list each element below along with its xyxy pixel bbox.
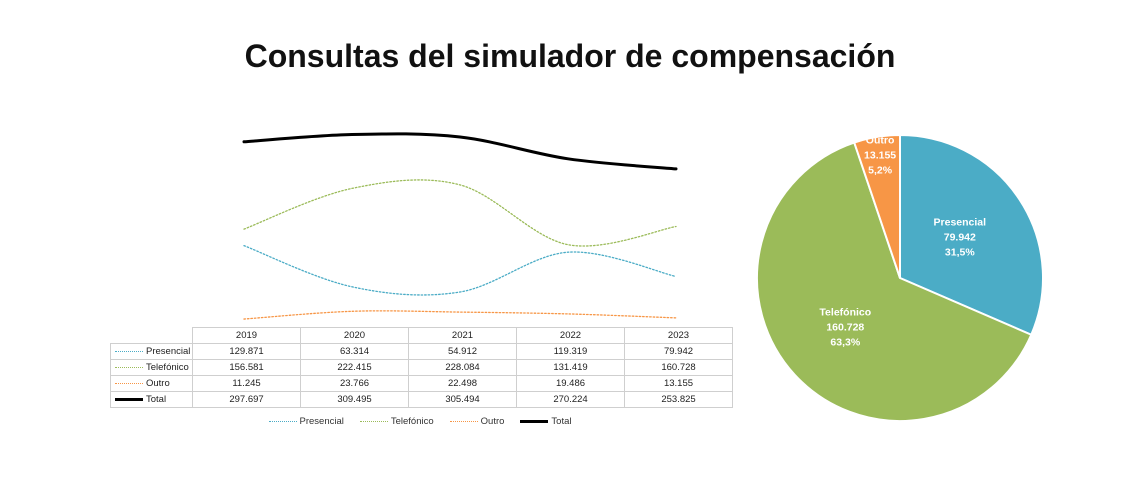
pie-label-percent: 5,2% <box>868 165 893 177</box>
series-line-total <box>242 132 678 171</box>
data-label: 119.319 <box>516 343 625 360</box>
data-label: 270.224 <box>516 391 625 408</box>
data-label: 305.494 <box>408 391 517 408</box>
data-label: 297.697 <box>192 391 301 408</box>
legend-label: Presencial <box>299 416 344 427</box>
data-label: 13.155 <box>624 375 733 392</box>
pie-label-percent: 31,5% <box>945 247 975 259</box>
legend-key-total <box>520 419 549 423</box>
table-series-cell: Total <box>110 391 193 408</box>
table-series-cell: Telefónico <box>110 359 193 376</box>
x-tick-label: 2021 <box>408 327 517 344</box>
data-label: 19.486 <box>516 375 625 392</box>
table-corner-cell <box>110 327 193 344</box>
chart-title: Consultas del simulador de compensación <box>244 38 896 74</box>
data-label: 11.245 <box>192 375 301 392</box>
x-tick-label: 2022 <box>516 327 625 344</box>
series-line-presencial <box>243 244 677 296</box>
pie-chart: Presencial 79.942 31,5% Telefónico 160.728 63… <box>755 132 1045 424</box>
legend-label: Outro <box>480 416 505 427</box>
series-line-outro <box>243 310 677 320</box>
legend-item: Total <box>520 416 571 427</box>
series-line-telefonico <box>243 179 677 247</box>
legend-key-outro <box>115 382 143 384</box>
legend-item: Outro <box>449 416 505 427</box>
table-row: Total 297.697 309.495 305.494 270.224 253.825 <box>110 391 733 408</box>
legend-item: Presencial <box>268 416 344 427</box>
pie-label-name: Outro <box>866 135 895 147</box>
pie-chart-svg: Presencial 79.942 31,5% Telefónico 160.728 63… <box>756 133 1045 423</box>
legend-key-telefonico <box>359 420 388 422</box>
data-label: 22.498 <box>408 375 517 392</box>
legend-key-outro <box>449 420 478 422</box>
table-series-cell: Presencial <box>110 343 193 360</box>
x-tick-label: 2019 <box>192 327 301 344</box>
line-chart-svg <box>242 132 678 320</box>
data-label: 228.084 <box>408 359 517 376</box>
data-label: 253.825 <box>624 391 733 408</box>
pie-slice-outro <box>852 133 901 279</box>
series-name: Total <box>146 394 167 405</box>
table-row: Outro 11.245 23.766 22.498 19.486 13.155 <box>110 375 733 392</box>
x-tick-label: 2023 <box>624 327 733 344</box>
pie-label-value: 13.155 <box>864 150 896 162</box>
data-table: 2019 2020 2021 2022 2023 Presencial 129.871 63.… <box>110 327 733 408</box>
pie-slice-telefonico <box>756 141 1033 423</box>
data-label: 131.419 <box>516 359 625 376</box>
pie-label-percent: 63,3% <box>830 336 860 348</box>
data-label: 63.314 <box>300 343 409 360</box>
pie-label-value: 79.942 <box>944 232 976 244</box>
table-row: Telefónico 156.581 222.415 228.084 131.419 16… <box>110 359 733 376</box>
legend-key-presencial <box>268 420 297 422</box>
legend-key-total <box>115 397 143 401</box>
legend-key-presencial <box>115 350 143 352</box>
legend-label: Telefónico <box>390 416 434 427</box>
pie-label-name: Presencial <box>934 217 987 229</box>
data-label: 309.495 <box>300 391 409 408</box>
table-series-cell: Outro <box>110 375 193 392</box>
table-row: Presencial 129.871 63.314 54.912 119.319 79.9… <box>110 343 733 360</box>
series-name: Telefónico <box>146 362 189 373</box>
data-label: 156.581 <box>192 359 301 376</box>
series-name: Presencial <box>146 346 191 357</box>
data-label: 54.912 <box>408 343 517 360</box>
legend-key-telefonico <box>115 366 143 368</box>
x-tick-label: 2020 <box>300 327 409 344</box>
pie-slice-presencial <box>899 133 1045 337</box>
pie-label-name: Telefónico <box>819 306 871 318</box>
data-label: 23.766 <box>300 375 409 392</box>
data-label: 160.728 <box>624 359 733 376</box>
pie-label-value: 160.728 <box>826 321 864 333</box>
line-chart <box>108 118 738 328</box>
data-label: 222.415 <box>300 359 409 376</box>
data-label: 79.942 <box>624 343 733 360</box>
legend-item: Telefónico <box>359 416 434 427</box>
line-chart-legend: Presencial Telefónico Outro Total <box>110 416 730 427</box>
series-name: Outro <box>146 378 170 389</box>
legend-label: Total <box>551 416 572 427</box>
data-label: 129.871 <box>192 343 301 360</box>
table-header-row: 2019 2020 2021 2022 2023 <box>110 327 733 344</box>
